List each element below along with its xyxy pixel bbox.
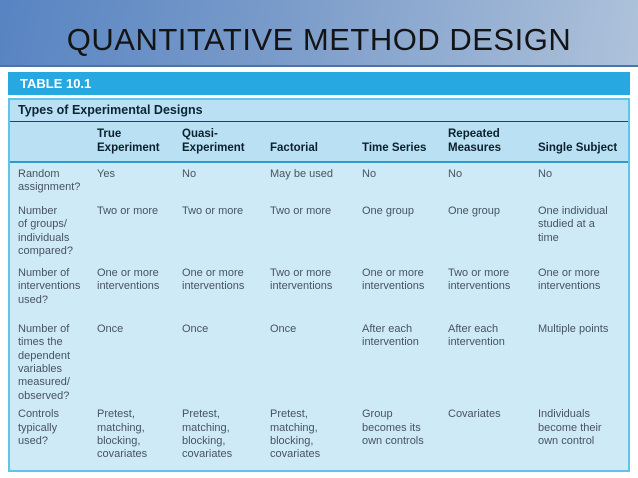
table-cell: One or more interventions (182, 266, 245, 293)
table-cell: One group (448, 204, 500, 217)
column-header-time-series: Time Series (362, 142, 427, 155)
table-cell: Individuals become their own control (538, 408, 602, 447)
table-cell: One group (362, 204, 414, 217)
column-header-row: True Experiment Quasi- Experiment Factor… (10, 122, 628, 163)
slide-title: QUANTITATIVE METHOD DESIGN (66, 21, 572, 57)
table-cell: Two or more (97, 204, 159, 217)
table-cell: Two or more interventions (270, 266, 333, 293)
table-row-number-of-groups: Number of groups/ individuals compared? … (10, 200, 628, 262)
table-cell: Multiple points (538, 322, 609, 335)
table-cell: Once (97, 322, 124, 335)
table-cell: One or more interventions (538, 266, 601, 293)
experimental-designs-table: TABLE 10.1 Types of Experimental Designs… (8, 72, 630, 472)
table-cell: Two or more (270, 204, 332, 217)
table-cell: Pretest, matching, blocking, covariates (270, 408, 321, 461)
table-cell: Pretest, matching, blocking, covariates (182, 408, 233, 461)
row-header: Number of groups/ individuals compared? (18, 204, 74, 257)
table-cell: Once (182, 322, 209, 335)
column-header-single-subject: Single Subject (538, 142, 618, 155)
table-cell: Group becomes its own controls (362, 408, 424, 447)
column-header-factorial: Factorial (270, 142, 318, 155)
table-cell: After each intervention (448, 322, 505, 349)
table-row-number-of-interventions: Number of interventions used? One or mor… (10, 262, 628, 318)
column-header-quasi-experiment: Quasi- Experiment (182, 128, 245, 155)
table-row-random-assignment: Random assignment? Yes No May be used No… (10, 163, 628, 200)
table-cell: Yes (97, 167, 115, 180)
title-band: QUANTITATIVE METHOD DESIGN (0, 0, 638, 67)
table-label: TABLE 10.1 (20, 76, 92, 91)
table-cell: No (362, 167, 377, 180)
table-frame: Types of Experimental Designs True Exper… (8, 98, 630, 472)
row-header: Random assignment? (18, 167, 81, 194)
table-caption: Types of Experimental Designs (10, 100, 628, 122)
table-cell: No (182, 167, 197, 180)
column-header-true-experiment: True Experiment (97, 128, 160, 155)
table-row-times-measured: Number of times the dependent variables … (10, 318, 628, 403)
table-cell: Two or more (182, 204, 244, 217)
table-row-controls-used: Controls typically used? Pretest, matchi… (10, 403, 628, 470)
table-cell: No (448, 167, 463, 180)
table-cell: May be used (270, 167, 333, 180)
table-cell: No (538, 167, 553, 180)
table-cell: Covariates (448, 408, 501, 421)
table-cell: Two or more interventions (448, 266, 511, 293)
table-cell: One or more interventions (97, 266, 160, 293)
column-header-repeated-measures: Repeated Measures (448, 128, 502, 155)
row-header: Number of interventions used? (18, 266, 81, 306)
table-cell: Once (270, 322, 297, 335)
table-cell: One or more interventions (362, 266, 425, 293)
table-cell: Pretest, matching, blocking, covariates (97, 408, 148, 461)
table-cell: After each intervention (362, 322, 419, 349)
table-cell: One individual studied at a time (538, 204, 608, 244)
row-header: Controls typically used? (18, 408, 59, 447)
table-label-bar: TABLE 10.1 (8, 72, 630, 95)
row-header: Number of times the dependent variables … (18, 322, 70, 402)
